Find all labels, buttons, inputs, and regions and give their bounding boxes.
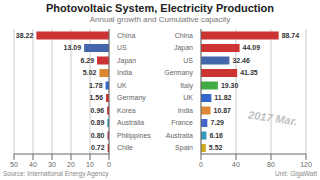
svg-text:30: 30 <box>48 161 56 168</box>
svg-text:5.02: 5.02 <box>83 69 97 76</box>
svg-text:Chile: Chile <box>117 144 133 151</box>
svg-text:Italy: Italy <box>180 82 193 90</box>
svg-text:11.82: 11.82 <box>214 94 231 101</box>
svg-text:40: 40 <box>232 161 240 168</box>
svg-text:Korea: Korea <box>117 107 136 114</box>
svg-text:80: 80 <box>267 161 275 168</box>
html-text:2017 Mar.: 2017 Mar. <box>247 108 299 128</box>
svg-text:20: 20 <box>67 161 75 168</box>
svg-text:0: 0 <box>199 161 203 168</box>
svg-text:10: 10 <box>86 161 94 168</box>
svg-text:India: India <box>117 69 132 76</box>
svg-text:88.74: 88.74 <box>282 32 300 39</box>
svg-text:Australia: Australia <box>117 119 144 126</box>
svg-text:7.29: 7.29 <box>210 119 224 126</box>
svg-text:China: China <box>175 32 193 39</box>
svg-text:6.29: 6.29 <box>80 57 94 64</box>
svg-text:Australia: Australia <box>166 132 193 139</box>
html-text:Source: International Energy A: Source: International Energy Agency <box>3 170 109 177</box>
svg-text:Japan: Japan <box>174 44 193 52</box>
html-text:Unit: GigaWatt: Unit: GigaWatt <box>275 170 317 177</box>
svg-text:Spain: Spain <box>175 144 193 152</box>
svg-text:0.89: 0.89 <box>91 119 105 126</box>
svg-text:44.09: 44.09 <box>243 44 261 51</box>
svg-text:Germany: Germany <box>117 94 146 102</box>
svg-text:5.52: 5.52 <box>209 144 223 151</box>
html-text:Photovoltaic System, Electrici: Photovoltaic System, Electricity Product… <box>46 2 274 14</box>
svg-text:10.87: 10.87 <box>214 107 232 114</box>
svg-text:40: 40 <box>29 161 37 168</box>
svg-text:US: US <box>117 44 127 51</box>
svg-text:38.22: 38.22 <box>16 32 34 39</box>
svg-text:China: China <box>117 32 135 39</box>
svg-text:50: 50 <box>10 161 18 168</box>
svg-text:US: US <box>183 57 193 64</box>
svg-text:1.78: 1.78 <box>89 82 103 89</box>
svg-text:32.46: 32.46 <box>232 57 250 64</box>
svg-text:41.35: 41.35 <box>240 69 258 76</box>
svg-text:Japan: Japan <box>117 57 136 65</box>
svg-text:Philippines: Philippines <box>117 132 151 140</box>
svg-text:India: India <box>178 107 193 114</box>
svg-text:France: France <box>171 119 193 126</box>
svg-text:13.09: 13.09 <box>64 44 82 51</box>
html-text:Annual growth and Cumulative c: Annual growth and Cumulative capacity <box>89 15 231 24</box>
svg-text:0.72: 0.72 <box>91 144 105 151</box>
svg-text:0: 0 <box>107 161 111 168</box>
svg-text:0.96: 0.96 <box>91 107 105 114</box>
svg-text:Germany: Germany <box>164 69 193 77</box>
svg-text:120: 120 <box>300 161 312 168</box>
svg-text:1.56: 1.56 <box>89 94 103 101</box>
svg-text:0.80: 0.80 <box>91 132 105 139</box>
svg-text:UK: UK <box>183 94 193 101</box>
svg-text:6.16: 6.16 <box>209 132 223 139</box>
svg-text:UK: UK <box>117 82 127 89</box>
svg-text:19.30: 19.30 <box>221 82 239 89</box>
